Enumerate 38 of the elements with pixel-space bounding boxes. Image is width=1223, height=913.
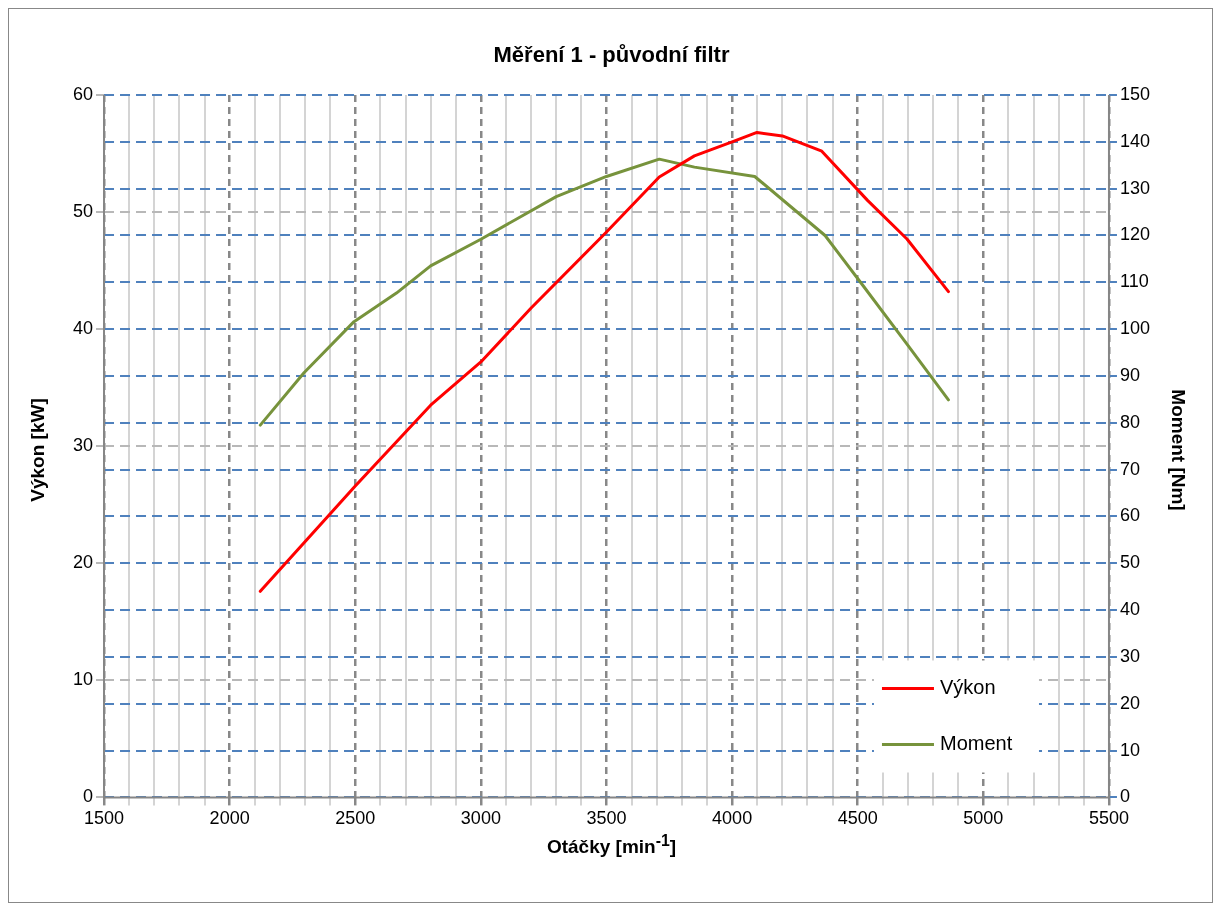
y2-tick-label: 10: [1119, 739, 1140, 760]
y2-tick-label: 60: [1119, 505, 1140, 526]
y-tick-label: 50: [72, 201, 94, 222]
y2-tick-label: 130: [1119, 177, 1151, 198]
y2-tick-label: 100: [1119, 318, 1151, 339]
y-tick-label: 60: [72, 83, 94, 104]
x-tick-label: 5000: [963, 808, 1004, 829]
y2-tick-label: 30: [1119, 645, 1140, 666]
chart-title: Měření 1 - původní filtr: [492, 42, 731, 68]
x-tick-label: 4000: [712, 808, 753, 829]
y2-tick-label: 50: [1119, 552, 1140, 573]
x-tick-label: 3500: [586, 808, 627, 829]
y2-tick-label: 90: [1119, 364, 1140, 385]
y2-tick-label: 20: [1119, 692, 1140, 713]
x-axis-title: Otáčky [min$^{-1}$]: [545, 832, 678, 859]
y2-tick-label: 110: [1119, 271, 1149, 292]
legend-label: Výkon: [939, 675, 996, 698]
y2-tick-label: 40: [1119, 599, 1140, 620]
y2-tick-label: 120: [1119, 224, 1151, 245]
y2-axis-title: Moment [Nm]: [1167, 389, 1189, 511]
y2-tick-label: 80: [1119, 411, 1140, 432]
x-tick-label: 2000: [209, 808, 250, 829]
y2-tick-label: 70: [1119, 458, 1140, 479]
x-tick-label: 2500: [335, 808, 376, 829]
y-tick-label: 40: [72, 318, 94, 339]
x-tick-label: 1500: [84, 808, 125, 829]
x-tick-label: 4500: [837, 808, 878, 829]
y-tick-label: 30: [72, 435, 94, 456]
y2-tick-label: 140: [1119, 130, 1151, 151]
y2-tick-label: 0: [1119, 786, 1130, 807]
legend-label: Moment: [939, 731, 1013, 754]
y-tick-label: 0: [83, 786, 94, 807]
y2-tick-label: 150: [1119, 83, 1151, 104]
x-tick-label: 3000: [460, 808, 501, 829]
y-axis-title: Výkon [kW]: [27, 398, 49, 502]
x-tick-label: 5500: [1088, 808, 1129, 829]
y-tick-label: 10: [72, 669, 94, 690]
y-tick-label: 20: [72, 552, 94, 573]
